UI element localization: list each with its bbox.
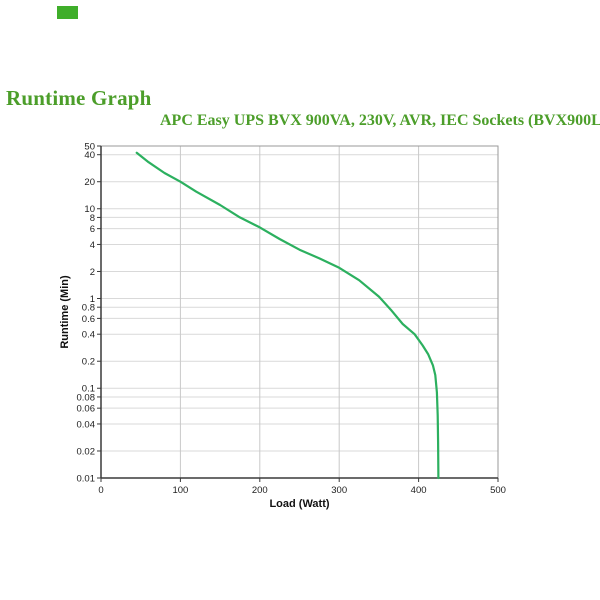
y-tick-label: 0.02 xyxy=(77,446,96,457)
y-tick-label: 10 xyxy=(84,204,95,215)
y-tick-label: 50 xyxy=(84,142,95,153)
y-tick-label: 0.08 xyxy=(77,392,96,403)
y-tick-label: 4 xyxy=(90,240,95,251)
y-tick-label: 0.06 xyxy=(77,404,96,415)
x-tick-labels: 0 100 200 300 400 500 xyxy=(98,478,506,496)
x-axis-label: Load (Watt) xyxy=(269,498,329,510)
y-tick-label: 8 xyxy=(90,213,95,224)
y-tick-label: 20 xyxy=(84,177,95,188)
x-tick-label: 300 xyxy=(331,485,347,496)
y-tick-label: 0.6 xyxy=(82,314,95,325)
x-tick-label: 0 xyxy=(98,485,103,496)
y-tick-label: 0.4 xyxy=(82,330,95,341)
x-tick-label: 400 xyxy=(411,485,427,496)
runtime-chart: 50 40 20 10 8 6 4 2 1 0.8 0.6 0.4 0.2 0.1 0.08 0.06 0.04… xyxy=(0,135,600,515)
y-tick-label: 0.01 xyxy=(77,474,96,485)
x-tick-label: 500 xyxy=(490,485,506,496)
x-tick-label: 200 xyxy=(252,485,268,496)
chart-title: APC Easy UPS BVX 900VA, 230V, AVR, IEC S… xyxy=(160,112,600,129)
y-gridlines xyxy=(101,154,498,452)
y-tick-label: 0.2 xyxy=(82,357,95,368)
y-tick-label: 0.04 xyxy=(77,419,96,430)
x-gridlines xyxy=(179,146,420,478)
y-tick-label: 0.1 xyxy=(82,384,95,395)
brand-logo xyxy=(57,6,78,19)
y-axis-label: Runtime (Min) xyxy=(59,275,71,349)
y-tick-label: 2 xyxy=(90,267,95,278)
y-tick-label: 40 xyxy=(84,150,95,161)
runtime-curve xyxy=(135,151,440,480)
y-tick-label: 1 xyxy=(90,294,95,305)
page-title: Runtime Graph xyxy=(6,86,152,110)
y-tick-label: 0.8 xyxy=(82,303,95,314)
x-tick-label: 100 xyxy=(172,485,188,496)
y-tick-label: 6 xyxy=(90,224,95,235)
